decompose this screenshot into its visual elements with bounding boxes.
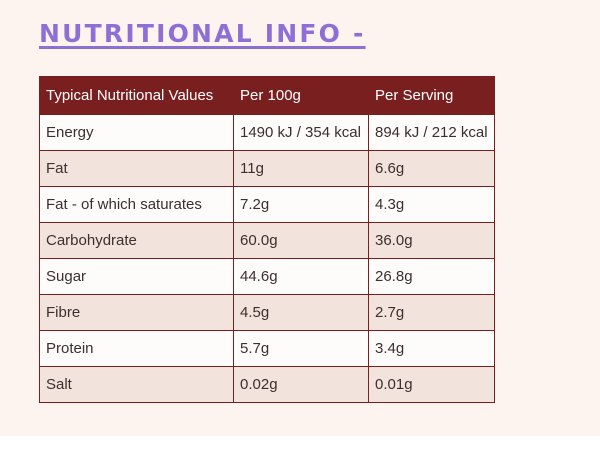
table-row: Fat - of which saturates 7.2g 4.3g <box>39 186 495 223</box>
per-100g-cell: 5.7g <box>233 330 369 367</box>
table-row: Carbohydrate 60.0g 36.0g <box>39 222 495 259</box>
table-row: Fat 11g 6.6g <box>39 150 495 187</box>
per-100g-cell: 60.0g <box>233 222 369 259</box>
per-100g-cell: 44.6g <box>233 258 369 295</box>
table-row: Protein 5.7g 3.4g <box>39 330 495 367</box>
nutrient-name-cell: Fibre <box>39 294 234 331</box>
per-serving-cell: 2.7g <box>368 294 495 331</box>
table-row: Salt 0.02g 0.01g <box>39 366 495 403</box>
content-panel: NUTRITIONAL INFO - Typical Nutritional V… <box>0 0 600 436</box>
per-serving-cell: 6.6g <box>368 150 495 187</box>
per-100g-cell: 4.5g <box>233 294 369 331</box>
per-100g-cell: 0.02g <box>233 366 369 403</box>
per-serving-cell: 36.0g <box>368 222 495 259</box>
per-serving-cell: 4.3g <box>368 186 495 223</box>
per-100g-cell: 7.2g <box>233 186 369 223</box>
column-header-nutrient: Typical Nutritional Values <box>39 76 234 115</box>
per-serving-cell: 0.01g <box>368 366 495 403</box>
per-100g-cell: 1490 kJ / 354 kcal <box>233 114 369 151</box>
table-row: Energy 1490 kJ / 354 kcal 894 kJ / 212 k… <box>39 114 495 151</box>
nutrition-table: Typical Nutritional Values Per 100g Per … <box>39 76 495 403</box>
nutrient-name-cell: Carbohydrate <box>39 222 234 259</box>
per-serving-cell: 26.8g <box>368 258 495 295</box>
nutrient-name-cell: Fat <box>39 150 234 187</box>
per-100g-cell: 11g <box>233 150 369 187</box>
column-header-per-serving: Per Serving <box>368 76 495 115</box>
per-serving-cell: 894 kJ / 212 kcal <box>368 114 495 151</box>
per-serving-cell: 3.4g <box>368 330 495 367</box>
nutrient-name-cell: Salt <box>39 366 234 403</box>
nutrient-name-cell: Fat - of which saturates <box>39 186 234 223</box>
nutrient-name-cell: Energy <box>39 114 234 151</box>
table-row: Sugar 44.6g 26.8g <box>39 258 495 295</box>
column-header-per-100g: Per 100g <box>233 76 369 115</box>
nutrient-name-cell: Protein <box>39 330 234 367</box>
table-header-row: Typical Nutritional Values Per 100g Per … <box>39 76 495 115</box>
nutrient-name-cell: Sugar <box>39 258 234 295</box>
table-row: Fibre 4.5g 2.7g <box>39 294 495 331</box>
section-heading: NUTRITIONAL INFO - <box>39 19 366 48</box>
